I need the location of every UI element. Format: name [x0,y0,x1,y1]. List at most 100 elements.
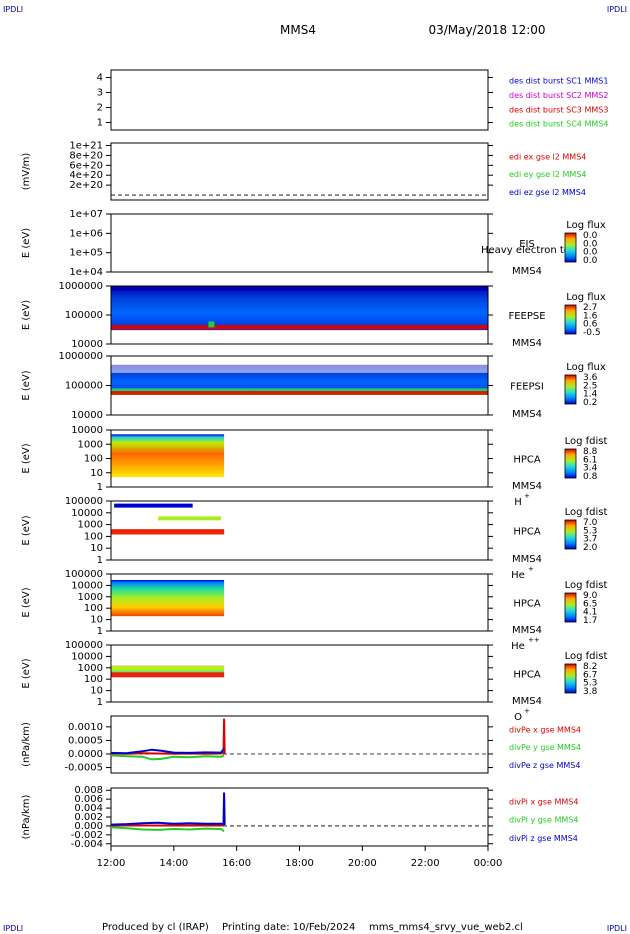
y-tick-label: 8e+20 [69,150,103,161]
y-tick-label: 0.008 [74,785,103,796]
spacecraft-label: MMS4 [512,338,542,349]
y-tick-label: 10000 [71,651,103,662]
colorbar [564,374,577,405]
y-tick-label: 1000 [78,439,103,450]
y-tick-label: 100000 [65,381,103,392]
colorbar-tick-label: 5.3 [583,679,597,689]
y-tick-label: 1e+21 [69,140,103,151]
y-tick-label: 10 [90,686,103,697]
y-tick-label: 1e+06 [69,228,103,239]
panel-frame [110,715,489,774]
y-axis-label: E (eV) [21,228,32,258]
panel-frame [110,500,489,561]
y-tick-label: 0.006 [74,794,103,805]
colorbar [564,448,577,479]
legend-entry: divPe x gse MMS4 [509,725,581,734]
y-tick-label: 0.002 [74,812,103,823]
x-tick-label: 14:00 [159,858,188,869]
legend-entry: des dist burst SC1 MMS1 [509,77,608,86]
spacecraft-label: MMS4 [512,266,542,277]
y-tick-label: 10000 [71,425,103,436]
colorbar-tick-label: 6.5 [583,599,597,609]
legend-entry: edi ey gse l2 MMS4 [509,170,587,179]
y-axis-label: (nPa/km) [21,722,32,767]
x-tick-label: 22:00 [411,858,440,869]
spectrogram-band [111,434,225,478]
legend-entry: edi ez gse l2 MMS4 [509,188,586,197]
spacecraft-label: MMS4 [512,625,542,636]
y-tick-label: 1 [97,697,103,708]
colorbar [564,592,577,623]
colorbar-tick-label: 1.7 [583,616,597,626]
species-charge: + [528,565,534,573]
spectrogram-blue-dots [114,503,193,508]
y-tick-label: 0.0010 [68,722,103,733]
y-tick-label: 100 [84,674,103,685]
species-charge: + [524,707,530,715]
y-tick-label: 2 [97,103,103,114]
colorbar-tick-label: 4.1 [583,608,597,618]
series-line-1 [111,718,226,755]
corner-label-bl: IPDLI [3,924,23,933]
y-tick-label: 1 [97,626,103,637]
y-tick-label: 100 [84,531,103,542]
colorbar-tick-label: 3.4 [583,464,598,474]
x-tick-label: 18:00 [285,858,314,869]
spectrogram-green-band [111,388,488,392]
instrument-label: HPCA [513,670,541,681]
colorbar-tick-label: 1.6 [583,311,598,321]
legend-entry: divPe y gse MMS4 [509,743,581,752]
y-axis-label: E (eV) [21,658,32,688]
legend-entry: divPi y gse MMS4 [509,816,578,825]
colorbar-title: Log flux [566,362,606,373]
spectrogram-red-band [111,325,488,330]
y-tick-label: 4 [97,73,103,84]
colorbar-title: Log fdist [565,580,608,591]
colorbar-tick-label: 3.6 [583,373,598,383]
spectrogram-hpca-o [111,665,225,678]
panel-frame [110,69,489,131]
footer-filename: mms_mms4_srvy_vue_web2.cl [369,922,523,933]
y-tick-label: 10000 [71,339,103,350]
colorbar-tick-label: 9.0 [583,591,598,601]
spectrogram-band [111,665,225,678]
date-title: 03/May/2018 12:00 [428,23,545,37]
colorbar-tick-label: 3.7 [583,535,597,545]
species-label: H [514,497,522,508]
corner-label-br: IPDLI [607,924,627,933]
y-tick-label: 0.004 [74,803,103,814]
corner-label-tl: IPDLI [3,5,23,14]
colorbar-tick-label: 0.8 [583,472,598,482]
y-tick-label: 100 [84,454,103,465]
spectrogram-hpca-h [111,434,225,478]
series-group [111,792,226,833]
legend-entry: des dist burst SC4 MMS4 [509,120,608,129]
y-tick-label: 0.0005 [68,735,103,746]
y-axis-label: E (eV) [21,515,32,545]
spectrogram-feepse [111,286,488,331]
panels: 1 2 3 4 des dist burst SC1 MMS1 des dist burs… [21,69,608,850]
series-line-3 [111,792,226,826]
colorbar-title: Log flux [566,220,606,231]
legend-entry: divPe z gse MMS4 [509,761,580,770]
y-tick-label: -0.004 [71,839,103,850]
colorbar-title: Log fdist [565,507,608,518]
y-tick-label: 100000 [65,569,103,580]
spacecraft-label: MMS4 [512,696,542,707]
x-tick-label: 16:00 [222,858,251,869]
y-tick-label: 100000 [65,496,103,507]
y-tick-label: 6e+20 [69,160,103,171]
x-tick-label: 00:00 [474,858,503,869]
footer-printing-date: Printing date: 10/Feb/2024 [222,922,355,933]
y-axis-label: (nPa/km) [21,795,32,840]
spectrogram-green-dots [158,516,221,521]
mission-title: MMS4 [280,23,316,37]
colorbar-title: Log fdist [565,651,608,662]
y-tick-label: 1000 [78,592,103,603]
panel-frame [110,644,489,703]
series-line-2 [111,826,225,833]
